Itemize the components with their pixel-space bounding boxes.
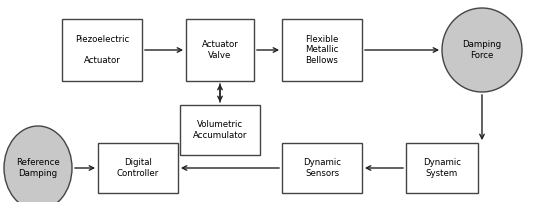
Bar — [406, 143, 478, 193]
Text: Flexible
Metallic
Bellows: Flexible Metallic Bellows — [305, 35, 339, 65]
Ellipse shape — [4, 126, 72, 202]
Bar — [282, 143, 362, 193]
Bar — [282, 19, 362, 81]
Text: Piezoelectric

Actuator: Piezoelectric Actuator — [75, 35, 129, 65]
Text: Volumetric
Accumulator: Volumetric Accumulator — [193, 120, 247, 140]
Bar — [62, 19, 142, 81]
Bar — [186, 19, 254, 81]
Text: Actuator
Valve: Actuator Valve — [202, 40, 238, 60]
Text: Damping
Force: Damping Force — [462, 40, 501, 60]
Text: Dynamic
System: Dynamic System — [423, 158, 461, 178]
Text: Digital
Controller: Digital Controller — [117, 158, 159, 178]
Text: Reference
Damping: Reference Damping — [16, 158, 60, 178]
Ellipse shape — [442, 8, 522, 92]
Text: Dynamic
Sensors: Dynamic Sensors — [303, 158, 341, 178]
Bar — [98, 143, 178, 193]
Bar — [180, 105, 260, 155]
